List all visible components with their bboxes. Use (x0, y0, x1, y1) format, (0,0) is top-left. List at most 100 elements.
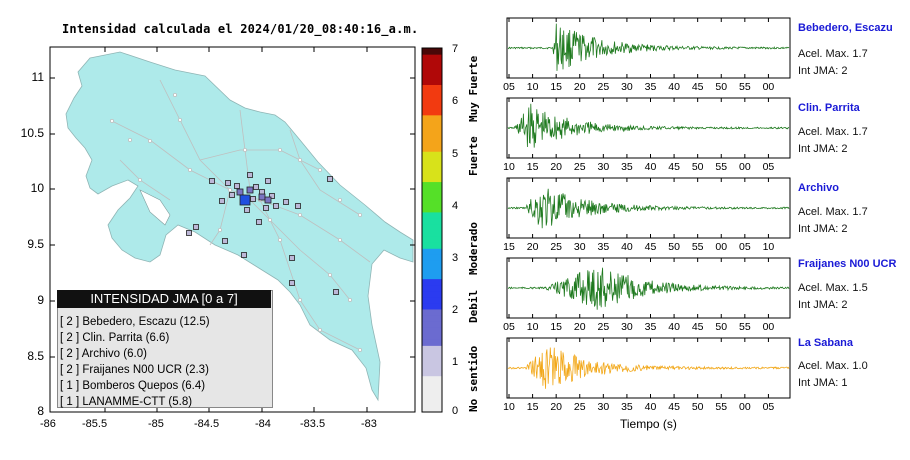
town-dot (242, 147, 247, 152)
town-dot (217, 227, 222, 232)
colorbar-segment (422, 114, 442, 122)
station-name: Archivo (798, 182, 839, 194)
town-dot (297, 297, 302, 302)
intensity-marker (219, 198, 225, 204)
waveform-tick-label: 40 (668, 321, 680, 333)
colorbar-segment (422, 387, 442, 395)
town-dot (267, 217, 272, 222)
colorbar-segment (422, 145, 442, 152)
waveform-tick-label: 35 (621, 161, 633, 173)
colorbar-segment (422, 339, 442, 346)
colorbar-segment (422, 54, 442, 61)
colorbar-segment (422, 223, 442, 231)
colorbar-segment (422, 284, 442, 292)
intensity-marker (247, 172, 253, 178)
intensity-colorbar (421, 47, 443, 413)
town-dot (357, 347, 362, 352)
colorbar-segment (422, 193, 442, 201)
colorbar-segment (422, 327, 442, 334)
town-dot (137, 177, 142, 182)
intensity-marker (241, 252, 247, 258)
legend-entry: [ 2 ] Clin. Parrita (6.6) (60, 332, 170, 344)
intensity-marker (209, 178, 215, 184)
intensity-marker (264, 196, 272, 204)
waveform-tick-label: 15 (550, 321, 562, 333)
intensity-marker (295, 203, 301, 209)
map-title: Intensidad calculada el 2024/01/20_08:40… (62, 22, 419, 36)
colorbar-segment (422, 230, 442, 237)
intensity-marker (222, 238, 228, 244)
colorbar-segment (422, 236, 442, 243)
colorbar-tick: 0 (452, 405, 459, 417)
intensity-marker (229, 192, 235, 198)
colorbar-tick: 6 (452, 95, 459, 107)
intensity-marker (333, 289, 339, 295)
waveform-tick-label: 30 (597, 161, 609, 173)
colorbar-segment (422, 363, 442, 371)
map-y-tick: 11 (31, 70, 44, 84)
intensity-marker (273, 203, 279, 209)
road-line (289, 129, 361, 216)
colorbar-segment (422, 66, 442, 73)
map-x-tick: -83 (361, 418, 377, 430)
colorbar-segment (422, 169, 442, 176)
intensity-marker (256, 219, 262, 225)
intensity-marker (186, 230, 192, 236)
waveform-tick-label: 30 (597, 401, 609, 413)
waveform-tick-label: 00 (715, 241, 727, 253)
waveform-tick-label: 35 (621, 401, 633, 413)
intensity-marker (234, 183, 240, 189)
waveform-trace (507, 103, 790, 148)
waveform-tick-label: 00 (763, 81, 775, 93)
waveform-tick-label: 55 (692, 241, 704, 253)
station-name: La Sabana (798, 337, 854, 349)
waveform-tick-label: 10 (503, 161, 515, 173)
intensity-marker (263, 205, 269, 211)
waveform-tick-label: 50 (715, 321, 727, 333)
map-x-tick: -84.5 (194, 418, 220, 430)
waveform-tick-label: 35 (645, 81, 657, 93)
waveform-trace (507, 347, 790, 389)
waveform-tick-label: 40 (645, 161, 657, 173)
intensity-marker (246, 186, 254, 194)
station-markers (186, 172, 339, 295)
station-name: Bebedero, Escazu (798, 22, 893, 34)
colorbar-segment (422, 175, 442, 183)
map-x-tick: -85.5 (82, 418, 108, 430)
intensity-marker (244, 207, 250, 213)
waveform-tick-label: 30 (574, 241, 586, 253)
gulf-nicoya (139, 189, 171, 226)
map-y-tick: 10.5 (20, 126, 44, 140)
waveform-tick-label: 00 (739, 161, 751, 173)
colorbar-segment (422, 302, 442, 310)
town-dot (337, 237, 342, 242)
colorbar-segment (422, 266, 442, 274)
intensity-marker (258, 193, 266, 201)
colorbar-segment (422, 139, 442, 146)
colorbar-segment (422, 393, 442, 401)
colorbar-segment (422, 308, 442, 316)
colorbar-segment (422, 72, 442, 79)
colorbar-segment (422, 333, 442, 340)
map-x-tick: -83.5 (300, 418, 326, 430)
waveform-trace (507, 267, 790, 310)
colorbar-segment (422, 108, 442, 116)
map-x-tick: -85 (148, 418, 164, 430)
colorbar-segment (422, 163, 442, 170)
colorbar-tick: 4 (452, 200, 459, 212)
intensity-marker (236, 188, 244, 196)
road-line (259, 199, 361, 351)
colorbar-segment (422, 90, 442, 98)
station-name: Fraijanes N00 UCR (798, 258, 897, 270)
colorbar-segment (422, 84, 442, 92)
colorbar-segment (422, 126, 442, 134)
colorbar-segment (422, 399, 442, 407)
waveform-tick-label: 40 (668, 81, 680, 93)
waveform-tick-label: 50 (692, 401, 704, 413)
waveform-tick-label: 50 (715, 81, 727, 93)
legend-entry: [ 2 ] Fraijanes N00 UCR (2.3) (60, 364, 209, 376)
colorbar-label: Muy Fuerte (467, 55, 480, 122)
colorbar-segment (422, 78, 442, 85)
town-dot (297, 212, 302, 217)
waveform-tick-label: 05 (503, 321, 515, 333)
